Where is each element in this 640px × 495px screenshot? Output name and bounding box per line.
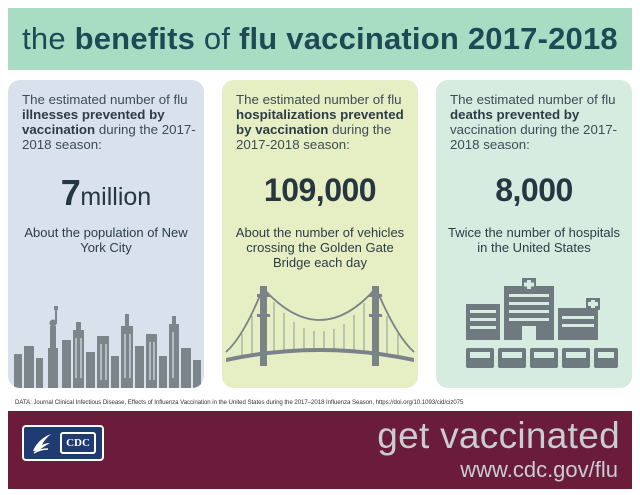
page-title: the benefits of flu vaccination 2017-201… <box>22 21 618 57</box>
cdc-badge: CDC <box>60 432 96 454</box>
footer-banner: CDC get vaccinated www.cdc.gov/flu <box>8 411 632 489</box>
title-part-of: of <box>195 21 239 56</box>
card-deaths-description: Twice the number of hospitals in the Uni… <box>448 225 620 255</box>
card-hospitalizations-number: 109,000 <box>263 172 377 208</box>
card-illnesses: The estimated number of flu illnesses pr… <box>8 80 204 388</box>
card-hospitalizations-description: About the number of vehicles crossing th… <box>235 225 405 270</box>
title-part-flu-vaccination: flu vaccination 2017-2018 <box>238 21 618 56</box>
card-illnesses-number: 7million <box>60 172 152 213</box>
data-source-citation: DATA: Journal Clinical Infectious Diseas… <box>15 399 464 406</box>
cdc-logo[interactable]: CDC <box>22 425 104 461</box>
card-illnesses-intro: The estimated number of flu illnesses pr… <box>22 92 196 152</box>
title-banner: the benefits of flu vaccination 2017-201… <box>8 8 632 70</box>
get-vaccinated-tagline: get vaccinated <box>377 415 620 456</box>
card-illnesses-description: About the population of New York City <box>24 225 188 255</box>
card-hospitalizations: The estimated number of flu hospitalizat… <box>222 80 418 388</box>
title-part-benefits: benefits <box>74 21 196 56</box>
hhs-eagle-icon <box>33 434 51 454</box>
cdc-url-link[interactable]: www.cdc.gov/flu <box>460 457 618 482</box>
card-deaths-number: 8,000 <box>495 172 573 208</box>
card-deaths: The estimated number of flu deaths preve… <box>436 80 632 388</box>
title-part-the: the <box>22 21 75 56</box>
city-skyline-icon <box>14 306 201 388</box>
card-deaths-intro: The estimated number of flu deaths preve… <box>450 92 618 152</box>
hospital-icon <box>466 278 618 368</box>
card-hospitalizations-intro: The estimated number of flu hospitalizat… <box>236 92 404 152</box>
golden-gate-bridge-icon <box>225 286 415 366</box>
